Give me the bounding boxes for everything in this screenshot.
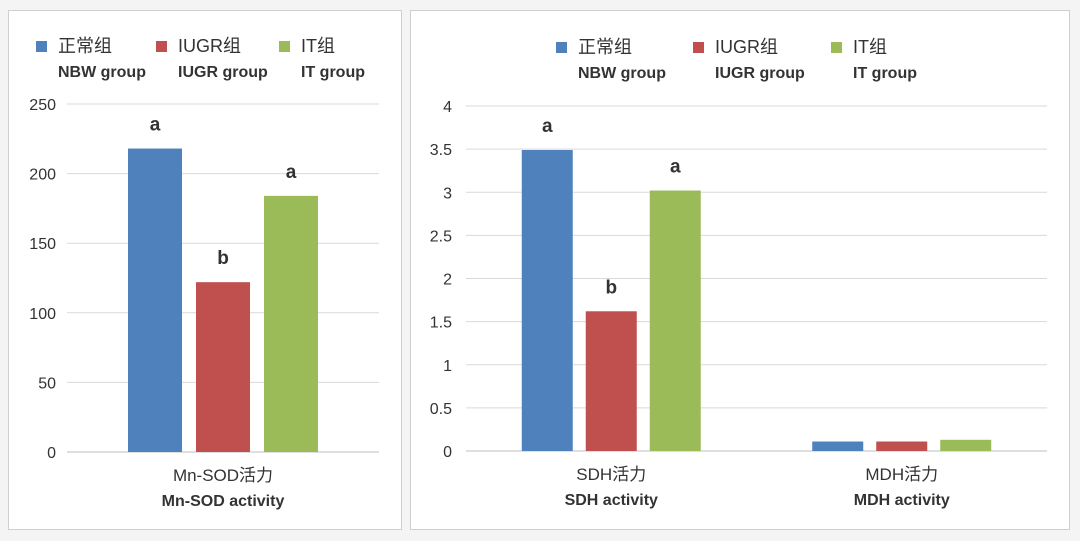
y-tick-label: 1.5 [430,315,452,332]
legend-label-cn: IT组 [301,36,335,56]
chart-panel-sdh-mdh: 正常组 NBW group IUGR组 IUGR group IT组 IT group 0 0… [410,10,1070,530]
bar [876,441,928,451]
bar [940,439,992,451]
category-label-cn: Mn-SOD活力 [173,466,273,485]
legend-label-en: IT group [853,65,917,82]
y-tick-label: 150 [29,236,56,253]
y-tick-label: 200 [29,167,56,184]
legend-label-en: NBW group [578,65,666,82]
legend-label-en: NBW group [58,64,146,81]
category-label-en: MDH activity [854,492,950,509]
legend-swatch [556,42,567,53]
y-tick-label: 4 [443,99,452,116]
y-tick-label: 100 [29,306,56,323]
legend-label-cn: IUGR组 [178,36,241,56]
bar [521,149,573,452]
category-label-en: Mn-SOD activity [162,493,285,510]
y-tick-label: 2.5 [430,228,452,245]
bar [812,441,864,451]
y-tick-label: 250 [29,97,56,114]
chart-mn-sod: 正常组 NBW group IUGR组 IUGR group IT组 IT group 0 5… [29,36,379,510]
chart-sdh-mdh: 正常组 NBW group IUGR组 IUGR group IT组 IT group 0 0… [430,37,1047,509]
y-tick-label: 3 [443,185,452,202]
data-label: b [217,248,229,269]
legend-swatch [156,41,167,52]
legend-label-en: IT group [301,64,365,81]
bar [585,311,637,451]
y-tick-label: 2 [443,272,452,289]
legend-label-cn: 正常组 [58,36,112,56]
category-label-en: SDH activity [565,492,658,509]
bar [196,282,250,452]
y-tick-label: 0 [443,444,452,461]
legend-label-en: IUGR group [178,64,268,81]
y-tick-label: 0 [47,445,56,462]
bar [264,195,318,452]
category-label-cn: MDH活力 [865,465,938,484]
chart-panel-mn-sod: 正常组 NBW group IUGR组 IUGR group IT组 IT group 0 5… [8,10,402,530]
legend-label-cn: IT组 [853,37,887,57]
bar [649,190,701,451]
legend-label-cn: 正常组 [578,37,632,57]
data-label: a [542,116,553,137]
legend-label-cn: IUGR组 [715,37,778,57]
legend-label-en: IUGR group [715,65,805,82]
bar [128,148,182,452]
legend-swatch [279,41,290,52]
data-label: a [150,115,161,136]
legend-swatch [36,41,47,52]
legend-swatch [831,42,842,53]
data-label: a [670,157,681,178]
y-tick-label: 50 [38,375,56,392]
data-label: b [605,277,617,298]
y-tick-label: 0.5 [430,401,452,418]
data-label: a [286,162,297,183]
y-tick-label: 3.5 [430,142,452,159]
y-tick-label: 1 [443,358,452,375]
legend-swatch [693,42,704,53]
category-label-cn: SDH活力 [576,465,646,484]
